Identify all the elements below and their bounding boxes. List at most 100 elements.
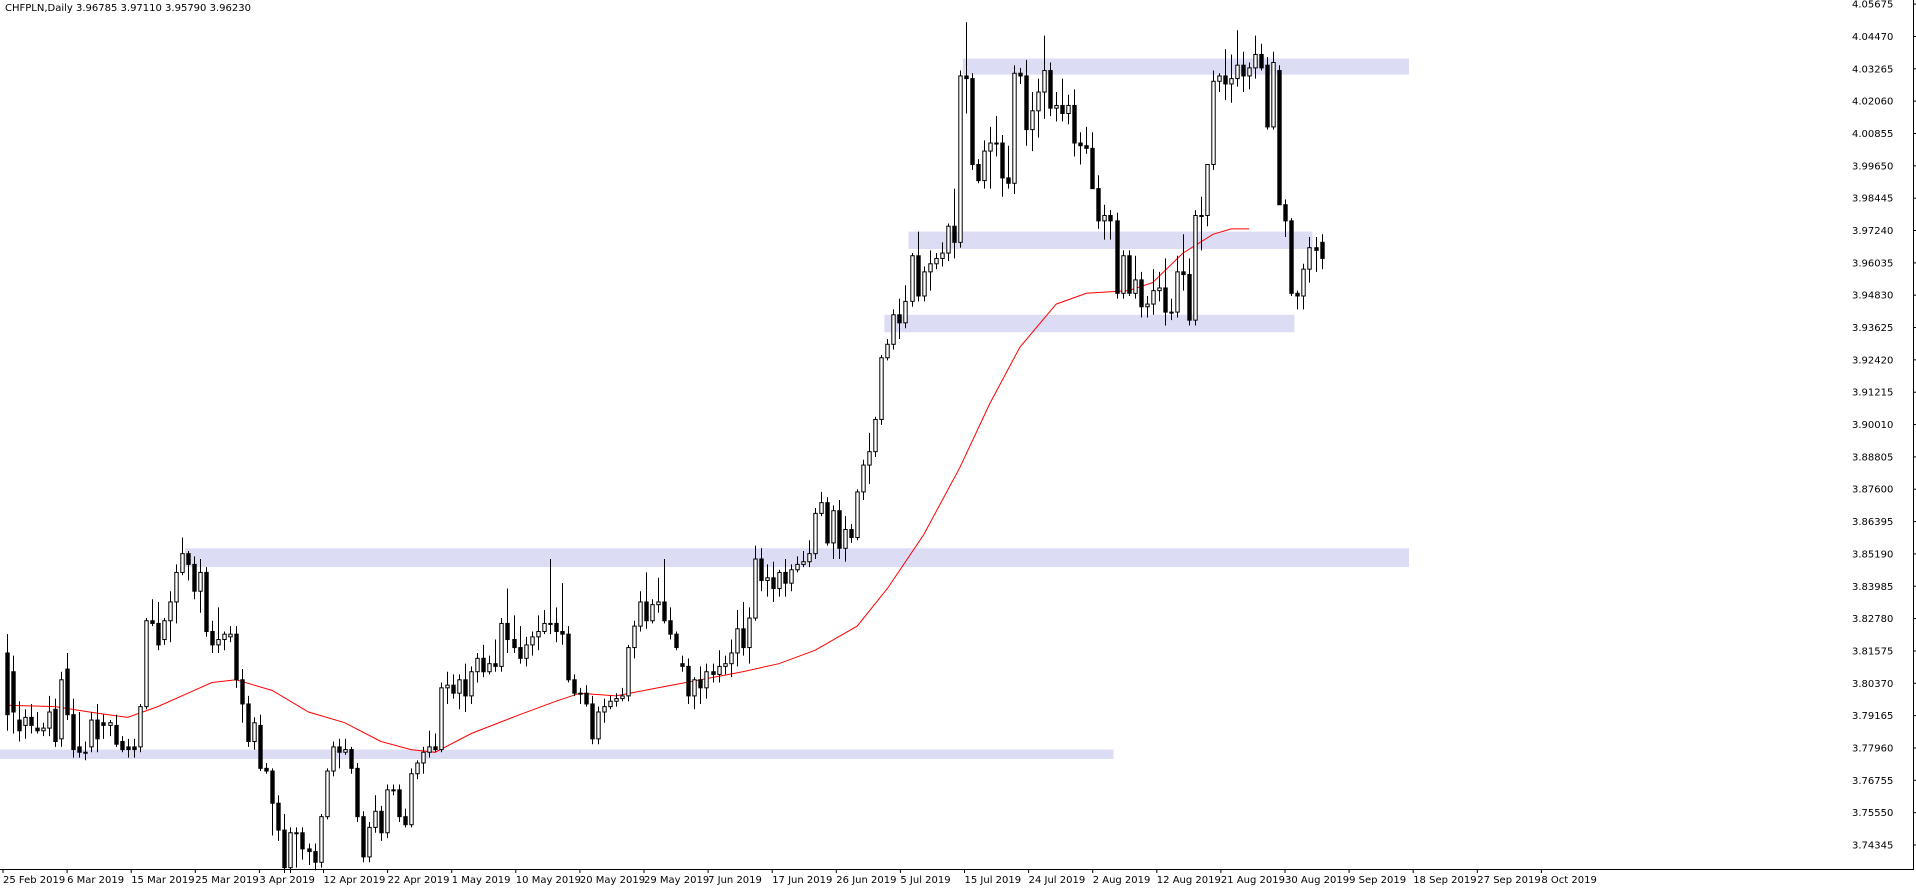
candle-body [1048, 70, 1053, 109]
candle-208 [1259, 43, 1264, 71]
candle-183 [1108, 210, 1113, 240]
candle-body [132, 746, 137, 751]
time-tick-label: 21 Aug 2019 [1221, 875, 1285, 886]
candle-59 [361, 811, 366, 863]
candle-76 [463, 663, 468, 712]
candle-134 [813, 508, 818, 560]
candle-205 [1241, 51, 1246, 93]
candle-215 [1301, 263, 1306, 310]
candle-78 [475, 652, 480, 683]
candle-43 [264, 762, 269, 774]
candle-body [1151, 290, 1156, 305]
candle-104 [632, 620, 637, 659]
candle-26 [162, 618, 167, 645]
candle-body [361, 816, 366, 858]
candle-151 [916, 231, 921, 302]
candle-body [940, 252, 945, 259]
candle-body [1024, 75, 1029, 131]
candle-body [1042, 70, 1047, 93]
candle-51 [313, 843, 318, 871]
candle-180 [1090, 132, 1095, 190]
candle-192 [1163, 258, 1168, 326]
candle-140 [849, 524, 854, 543]
candle-body [512, 639, 517, 649]
candle-18 [114, 714, 119, 747]
candle-150 [910, 253, 915, 307]
candle-body [903, 300, 908, 324]
candle-159 [964, 22, 969, 114]
price-tick-label: 3.96035 [1852, 258, 1893, 269]
candle-120 [729, 639, 734, 678]
candle-body [1157, 287, 1162, 292]
candle-body [910, 255, 915, 302]
candle-89 [542, 610, 547, 635]
candle-36 [222, 631, 227, 651]
candle-79 [481, 644, 486, 678]
price-tick-label: 4.00855 [1852, 129, 1893, 140]
candle-9 [59, 671, 64, 747]
candle-152 [922, 266, 927, 302]
candle-body [692, 679, 697, 697]
candle-158 [958, 70, 963, 248]
candle-body [1000, 142, 1005, 179]
candle-74 [451, 674, 456, 699]
candle-39 [240, 669, 245, 723]
price-tick-label: 3.87600 [1852, 485, 1893, 496]
candle-197 [1193, 210, 1198, 326]
candle-body [1283, 204, 1288, 222]
candle-body [397, 789, 402, 818]
moving-average-layer [6, 228, 1250, 753]
candle-0 [5, 634, 10, 731]
candle-80 [487, 655, 492, 675]
candle-119 [723, 655, 728, 675]
candle-body [1175, 271, 1180, 313]
candle-body [807, 553, 812, 563]
candle-128 [777, 569, 782, 597]
candle-body [114, 724, 119, 745]
candle-body [686, 665, 691, 697]
candle-body [704, 671, 709, 689]
candle-body [1253, 53, 1258, 69]
candle-138 [837, 499, 842, 560]
price-tick-label: 4.03265 [1852, 64, 1893, 75]
candle-body [717, 665, 722, 675]
candle-35 [216, 607, 221, 653]
candle-77 [469, 666, 474, 704]
candle-body [457, 679, 462, 694]
candle-165 [1000, 134, 1005, 197]
candle-body [17, 719, 22, 732]
candle-body [922, 271, 927, 297]
candle-body [1115, 220, 1120, 294]
candle-50 [307, 843, 312, 865]
candle-body [355, 767, 360, 818]
candle-body [505, 622, 510, 641]
candle-body [946, 225, 951, 254]
candle-48 [294, 827, 299, 868]
candle-57 [349, 746, 354, 774]
candle-144 [873, 416, 878, 458]
candle-body [964, 75, 969, 80]
candle-body [367, 826, 372, 858]
candle-body [83, 751, 88, 754]
zones-layer [0, 58, 1409, 759]
candle-136 [825, 497, 830, 546]
candle-body [711, 671, 716, 675]
candle-body [240, 679, 245, 705]
candle-105 [638, 591, 643, 632]
candle-112 [680, 655, 685, 672]
price-tick-label: 3.83985 [1852, 582, 1893, 593]
time-tick-label: 9 Sep 2019 [1349, 875, 1406, 886]
candle-body [487, 663, 492, 673]
candle-body [1169, 311, 1174, 314]
candle-19 [120, 736, 125, 753]
candle-103 [626, 644, 631, 702]
price-tick-label: 3.79165 [1852, 711, 1893, 722]
candle-64 [391, 784, 396, 796]
candle-body [674, 633, 679, 649]
price-tick-label: 3.90010 [1852, 420, 1893, 431]
candle-body [958, 75, 963, 243]
time-tick-label: 5 Jul 2019 [900, 875, 950, 886]
price-tick-label: 3.88805 [1852, 452, 1893, 463]
candle-187 [1133, 255, 1138, 299]
